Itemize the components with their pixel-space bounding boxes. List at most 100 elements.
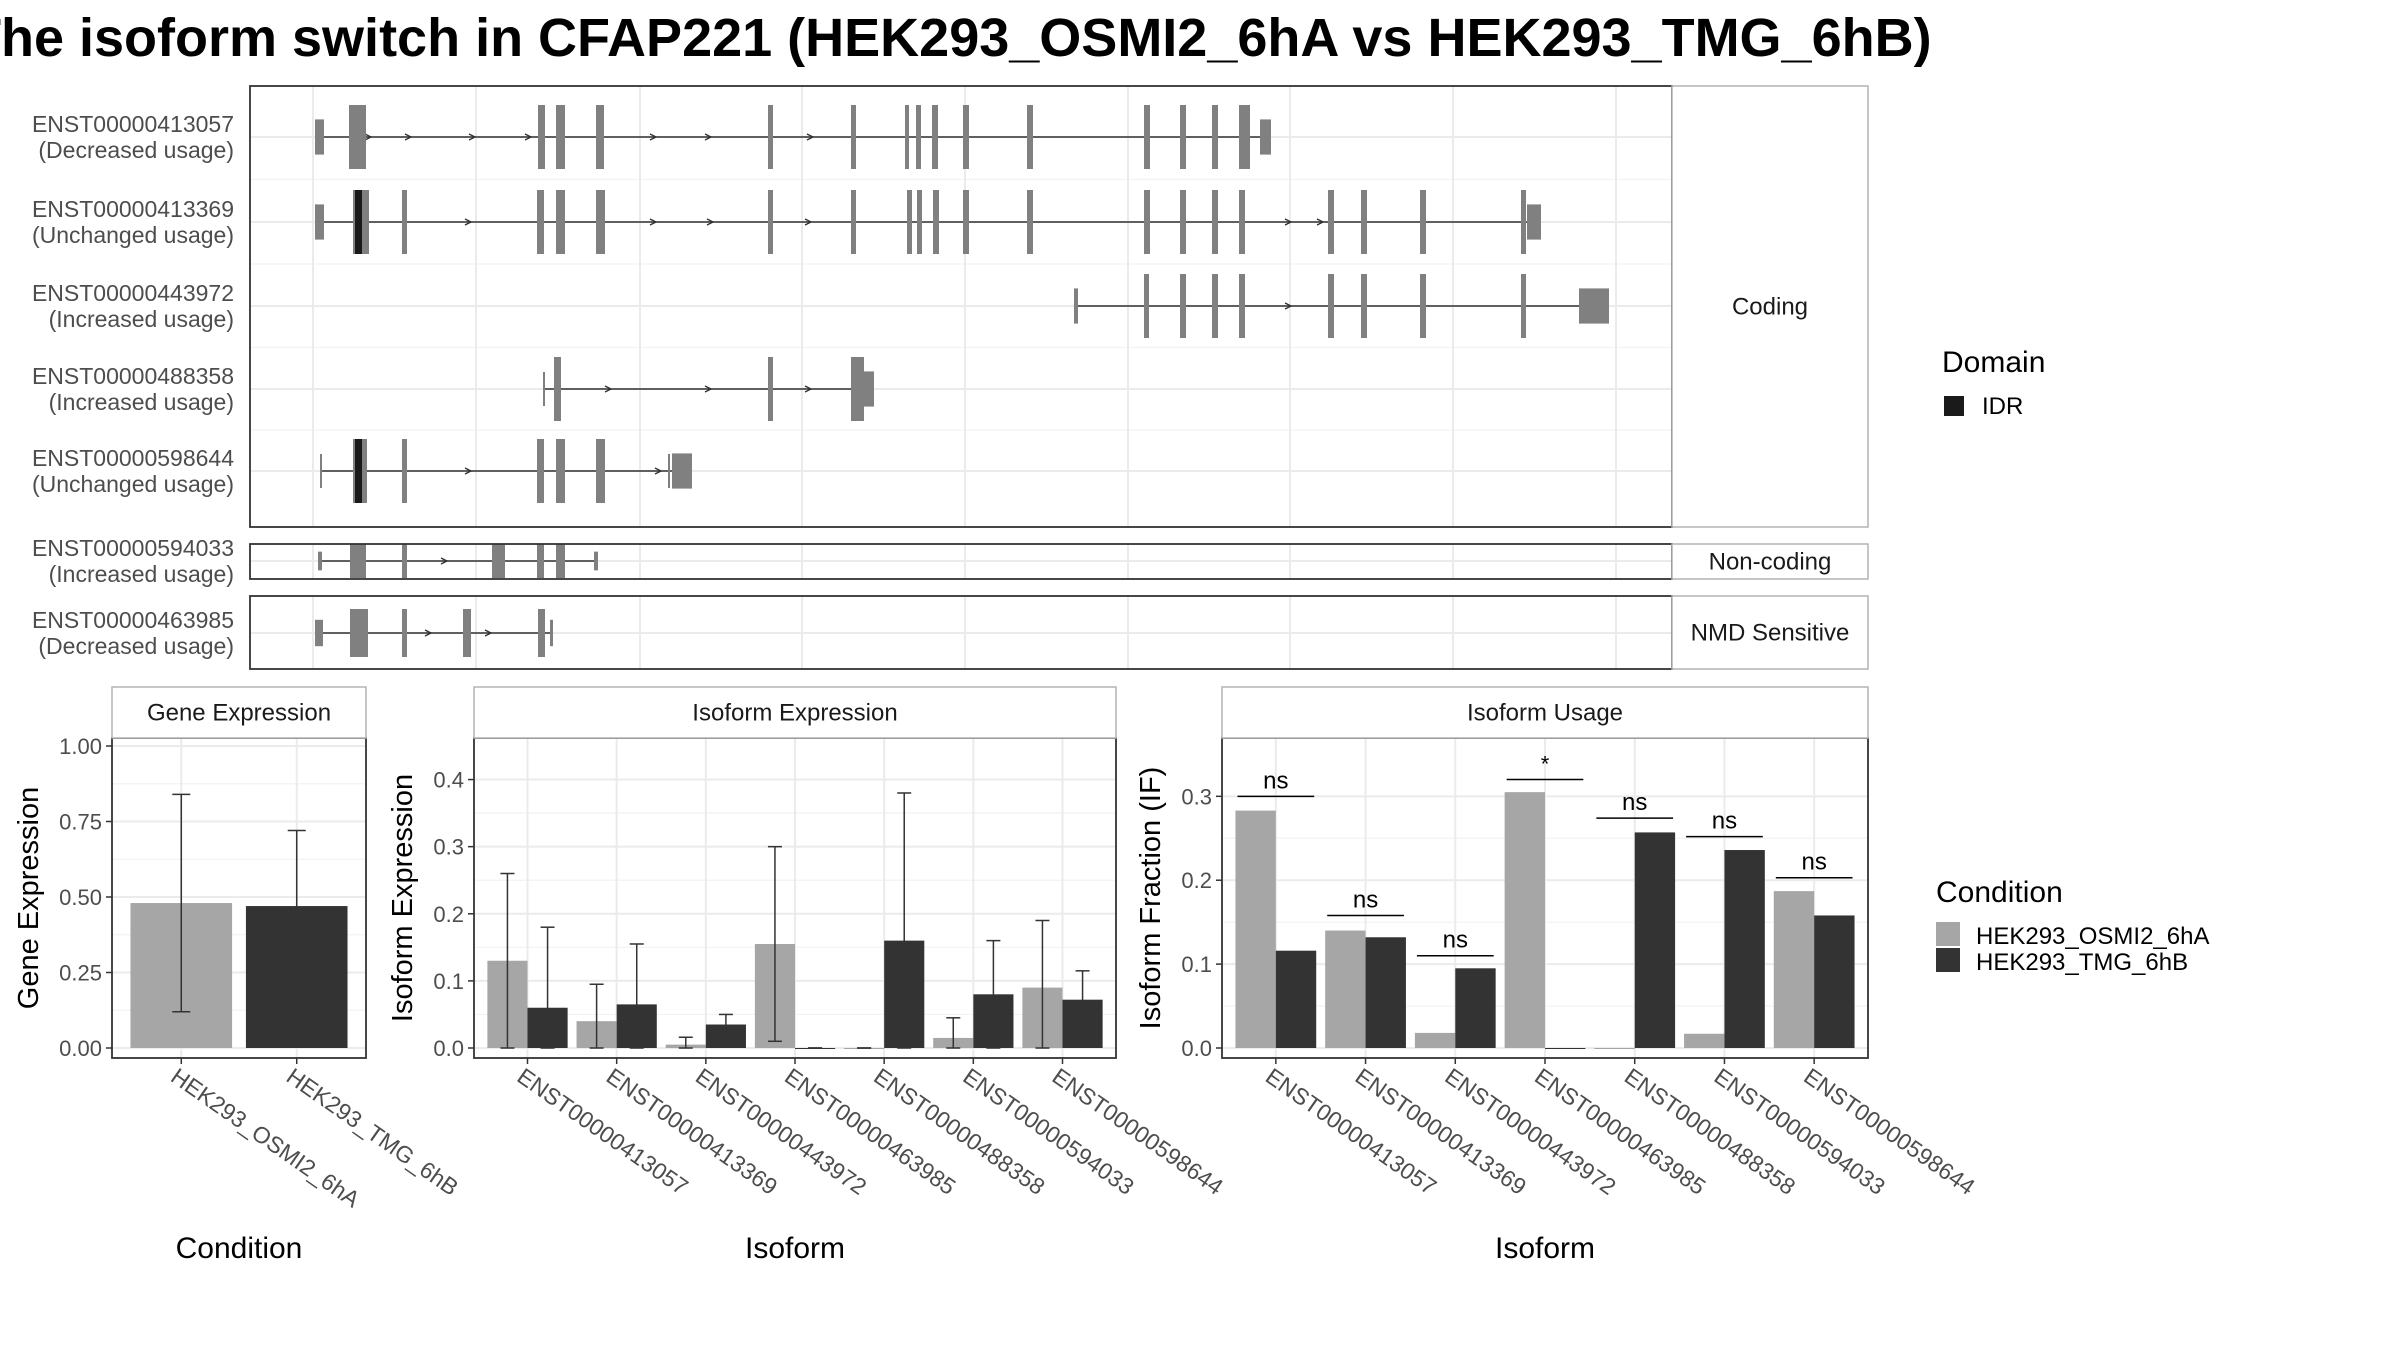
direction-arrow xyxy=(1284,302,1293,310)
direction-arrow xyxy=(424,629,433,637)
condition-legend-label: HEK293_OSMI2_6hA xyxy=(1976,923,2209,950)
exon xyxy=(1212,274,1218,338)
transcript-track xyxy=(315,190,1541,254)
exon xyxy=(320,454,322,488)
exon xyxy=(1144,105,1150,169)
transcript-track xyxy=(1074,274,1609,338)
exon xyxy=(1074,288,1078,324)
condition-legend-label: HEK293_TMG_6hB xyxy=(1976,949,2188,976)
exon xyxy=(1239,274,1245,338)
bar xyxy=(1814,915,1855,1048)
exon xyxy=(768,105,773,169)
exon xyxy=(1361,274,1367,338)
idr-domain xyxy=(355,190,362,254)
exon xyxy=(556,190,565,254)
direction-arrow xyxy=(464,467,473,475)
exon xyxy=(492,544,505,578)
exon xyxy=(537,190,544,254)
facet-strip-label: NMD Sensitive xyxy=(1691,620,1850,647)
exon xyxy=(933,190,939,254)
exon xyxy=(963,190,969,254)
transcript-track xyxy=(318,544,598,578)
chart-strip xyxy=(473,686,1117,739)
exon xyxy=(596,439,605,503)
exon xyxy=(907,190,912,254)
exon xyxy=(350,544,366,578)
significance-label: ns xyxy=(1712,808,1737,835)
exon xyxy=(851,105,856,169)
exon xyxy=(556,544,565,578)
y-tick-label: 0.1 xyxy=(1181,952,1212,977)
condition-legend-swatch xyxy=(1936,948,1960,972)
exon xyxy=(1144,190,1150,254)
y-tick-label: 0.3 xyxy=(1181,784,1212,809)
exon xyxy=(402,609,407,657)
transcript-usage-label: (Unchanged usage) xyxy=(32,222,234,248)
legends: Domain IDR Condition HEK293_OSMI2_6hAHEK293… xyxy=(1936,346,2209,976)
exon xyxy=(538,609,545,657)
exon xyxy=(1212,190,1218,254)
y-tick-label: 0.2 xyxy=(433,902,464,927)
transcript-id-label: ENST00000488358 xyxy=(32,363,234,389)
transcript-id-label: ENST00000443972 xyxy=(32,280,234,306)
transcript-usage-label: (Decreased usage) xyxy=(38,137,234,163)
exon xyxy=(1420,274,1426,338)
significance-label: * xyxy=(1541,752,1550,777)
significance-label: ns xyxy=(1263,767,1288,794)
y-tick-label: 1.00 xyxy=(59,734,102,759)
domain-legend-title: Domain xyxy=(1942,346,2045,379)
bar xyxy=(705,1024,746,1048)
exon xyxy=(1027,190,1033,254)
exon xyxy=(1239,105,1245,169)
exon xyxy=(917,190,922,254)
condition-legend-swatch xyxy=(1936,922,1960,946)
transcript-track xyxy=(315,609,553,657)
exon xyxy=(768,357,773,421)
transcript-usage-label: (Unchanged usage) xyxy=(32,471,234,497)
bar xyxy=(1724,850,1765,1048)
exon xyxy=(916,105,921,169)
exon xyxy=(554,357,561,421)
transcript-structure-plot: ENST00000413057(Decreased usage)ENST0000… xyxy=(32,85,1869,670)
bar xyxy=(1365,937,1406,1048)
facet-strip-label: Coding xyxy=(1732,294,1808,321)
y-tick-label: 0.0 xyxy=(433,1036,464,1061)
domain-legend-label: IDR xyxy=(1982,393,2023,420)
exon xyxy=(1328,190,1334,254)
exon xyxy=(596,105,604,169)
direction-arrow xyxy=(804,218,813,226)
significance-label: ns xyxy=(1353,886,1378,913)
exon xyxy=(350,609,356,657)
exon xyxy=(1180,190,1186,254)
transcript-track xyxy=(543,357,874,421)
transcript-id-label: ENST00000413369 xyxy=(32,196,234,222)
chart-strip-label: Gene Expression xyxy=(147,700,331,727)
bar-chart-1: Isoform Expression 0.0 0.1 0.2 0.3 0.4 Isoform… xyxy=(387,686,1228,1265)
y-tick-label: 0.50 xyxy=(59,885,102,910)
significance-label: ns xyxy=(1622,789,1647,816)
x-tick-label: HEK293_OSMI2_6hA xyxy=(166,1063,365,1213)
exon xyxy=(1027,105,1033,169)
direction-arrow xyxy=(524,133,533,141)
y-tick-label: 0.2 xyxy=(1181,868,1212,893)
direction-arrow xyxy=(704,385,713,393)
exon xyxy=(543,372,545,406)
direction-arrow xyxy=(468,133,477,141)
domain-legend-swatch xyxy=(1944,396,1964,416)
x-axis-label: Condition xyxy=(176,1232,303,1265)
direction-arrow xyxy=(364,133,373,141)
transcript-usage-label: (Increased usage) xyxy=(49,389,234,415)
bar xyxy=(1773,891,1815,1048)
exon xyxy=(905,105,909,169)
exon xyxy=(596,190,605,254)
transcript-usage-label: (Increased usage) xyxy=(49,561,234,587)
exon xyxy=(1579,288,1609,324)
x-tick-label: ENST00000598644 xyxy=(1799,1063,1980,1200)
bar xyxy=(1504,792,1545,1048)
bar xyxy=(1594,1048,1635,1049)
y-axis-label: Isoform Fraction (IF) xyxy=(1135,767,1167,1030)
significance-label: ns xyxy=(1443,927,1468,954)
direction-arrow xyxy=(649,133,658,141)
exon xyxy=(355,609,368,657)
exon xyxy=(349,105,366,169)
